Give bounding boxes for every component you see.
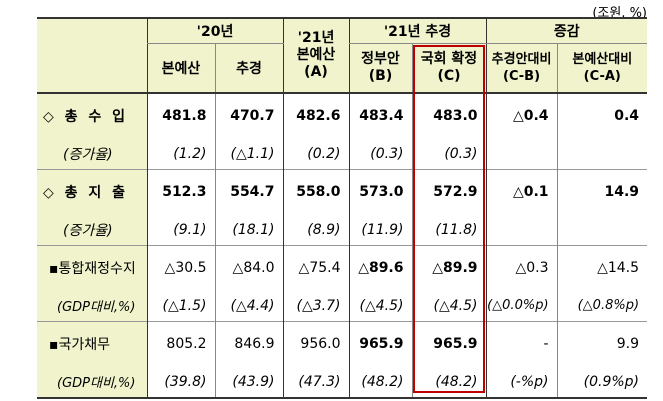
cell: (11.9) (348, 214, 412, 246)
table-row: (증가율) (9.1) (18.1) (8.9) (11.9) (11.8) (37, 214, 648, 246)
cell: (47.3) (282, 366, 349, 398)
cell: (0.2) (282, 138, 349, 170)
cell: (△1.1) (214, 138, 283, 170)
header-vs-main: 본예산대비 (C-A) (556, 43, 648, 93)
row-label: ▪통합재정수지 (37, 245, 147, 290)
table-row: ◇ 총 수 입 481.8 470.7 482.6 483.4 483.0 △0… (37, 93, 648, 138)
cell: 965.9 (411, 321, 487, 366)
header-2021-main: '21년 본예산 (A) (282, 18, 349, 93)
header-assembly-label: 국회 확정 (420, 51, 478, 67)
cell: (8.9) (282, 214, 349, 246)
cell: 558.0 (282, 169, 349, 214)
cell: 512.3 (146, 169, 215, 214)
header-2020-main: 본예산 (146, 43, 215, 93)
cell: (0.3) (348, 138, 412, 170)
header-2020: '20년 (146, 18, 283, 44)
cell: (△4.4) (214, 290, 283, 322)
cell: 805.2 (146, 321, 215, 366)
cell: (△4.5) (348, 290, 412, 322)
cell: 483.0 (411, 93, 487, 138)
cell (556, 214, 648, 246)
cell (556, 138, 648, 170)
cell: (△0.8%p) (556, 290, 648, 322)
table-row: ▪국가채무 805.2 846.9 956.0 965.9 965.9 - 9.… (37, 321, 648, 366)
row-label: ◇ 총 지 출 (37, 169, 147, 214)
row-label: (증가율) (37, 214, 147, 246)
cell: 481.8 (146, 93, 215, 138)
cell: 846.9 (214, 321, 283, 366)
header-vs-main-label: 본예산대비 (572, 52, 633, 67)
cell: 965.9 (348, 321, 412, 366)
cell: 572.9 (411, 169, 487, 214)
table-row: (GDP대비,%) (△1.5) (△4.4) (△3.7) (△4.5) (△… (37, 290, 648, 322)
cell: (△0.0%p) (485, 290, 558, 322)
cell: △89.6 (348, 245, 412, 290)
cell: (△4.5) (411, 290, 487, 322)
cell: △14.5 (556, 245, 648, 290)
cell: △75.4 (282, 245, 349, 290)
row-label: ◇ 총 수 입 (37, 93, 147, 138)
header-assembly: 국회 확정 (C) (411, 43, 487, 93)
header-vs-supp: 추경안대비 (C-B) (485, 43, 558, 93)
cell: 470.7 (214, 93, 283, 138)
cell: △30.5 (146, 245, 215, 290)
cell: (△1.5) (146, 290, 215, 322)
cell: △0.1 (485, 169, 558, 214)
cell: 14.9 (556, 169, 648, 214)
cell: (0.3) (411, 138, 487, 170)
table-row: ▪통합재정수지 △30.5 △84.0 △75.4 △89.6 △89.9 △0… (37, 245, 648, 290)
header-govt-label: 정부안 (361, 51, 400, 67)
header-assembly-code: (C) (437, 68, 461, 84)
cell: - (485, 321, 558, 366)
cell: 9.9 (556, 321, 648, 366)
header-2021-year: '21년 (297, 30, 335, 46)
cell: (18.1) (214, 214, 283, 246)
cell: 482.6 (282, 93, 349, 138)
cell: (-%p) (485, 366, 558, 398)
cell: (39.8) (146, 366, 215, 398)
header-2021-main-code: (A) (304, 64, 328, 80)
cell: (△3.7) (282, 290, 349, 322)
header-2020-supp: 추경 (214, 43, 283, 93)
cell: (48.2) (411, 366, 487, 398)
row-label: ▪국가채무 (37, 321, 147, 366)
header-vs-supp-label: 추경안대비 (491, 52, 552, 67)
cell: △0.3 (485, 245, 558, 290)
header-corner (37, 18, 147, 93)
cell: △84.0 (214, 245, 283, 290)
table-row: (GDP대비,%) (39.8) (43.9) (47.3) (48.2) (4… (37, 366, 648, 398)
header-change: 증감 (485, 18, 648, 44)
cell: 554.7 (214, 169, 283, 214)
cell (485, 214, 558, 246)
header-govt: 정부안 (B) (348, 43, 412, 93)
header-2021-main-label: 본예산 (296, 47, 336, 63)
cell: 483.4 (348, 93, 412, 138)
cell: 573.0 (348, 169, 412, 214)
row-label: (증가율) (37, 138, 147, 170)
cell (485, 138, 558, 170)
cell: 0.4 (556, 93, 648, 138)
cell: (11.8) (411, 214, 487, 246)
header-2021-supp: '21년 추경 (348, 18, 487, 44)
header-vs-main-code: (C-A) (583, 69, 621, 84)
header-row-sub: 본예산 추경 정부안 (B) 국회 확정 (C) 추경안대비 (C-B) 본예산… (37, 43, 648, 93)
table-row: ◇ 총 지 출 512.3 554.7 558.0 573.0 572.9 △0… (37, 169, 648, 214)
cell: 956.0 (282, 321, 349, 366)
cell: (48.2) (348, 366, 412, 398)
cell: (9.1) (146, 214, 215, 246)
header-row-top: '20년 '21년 본예산 (A) '21년 추경 증감 (37, 18, 648, 93)
header-vs-supp-code: (C-B) (503, 69, 541, 84)
cell: (1.2) (146, 138, 215, 170)
budget-table: '20년 '21년 본예산 (A) '21년 추경 증감 본예산 추경 정부안 … (37, 17, 648, 398)
cell: (43.9) (214, 366, 283, 398)
cell: (0.9%p) (556, 366, 648, 398)
cell: △89.9 (411, 245, 487, 290)
row-label: (GDP대비,%) (37, 290, 147, 322)
header-govt-code: (B) (368, 68, 393, 84)
table-row: (증가율) (1.2) (△1.1) (0.2) (0.3) (0.3) (37, 138, 648, 170)
unit-label: (조원, %) (592, 6, 647, 21)
row-label: (GDP대비,%) (37, 366, 147, 398)
cell: △0.4 (485, 93, 558, 138)
